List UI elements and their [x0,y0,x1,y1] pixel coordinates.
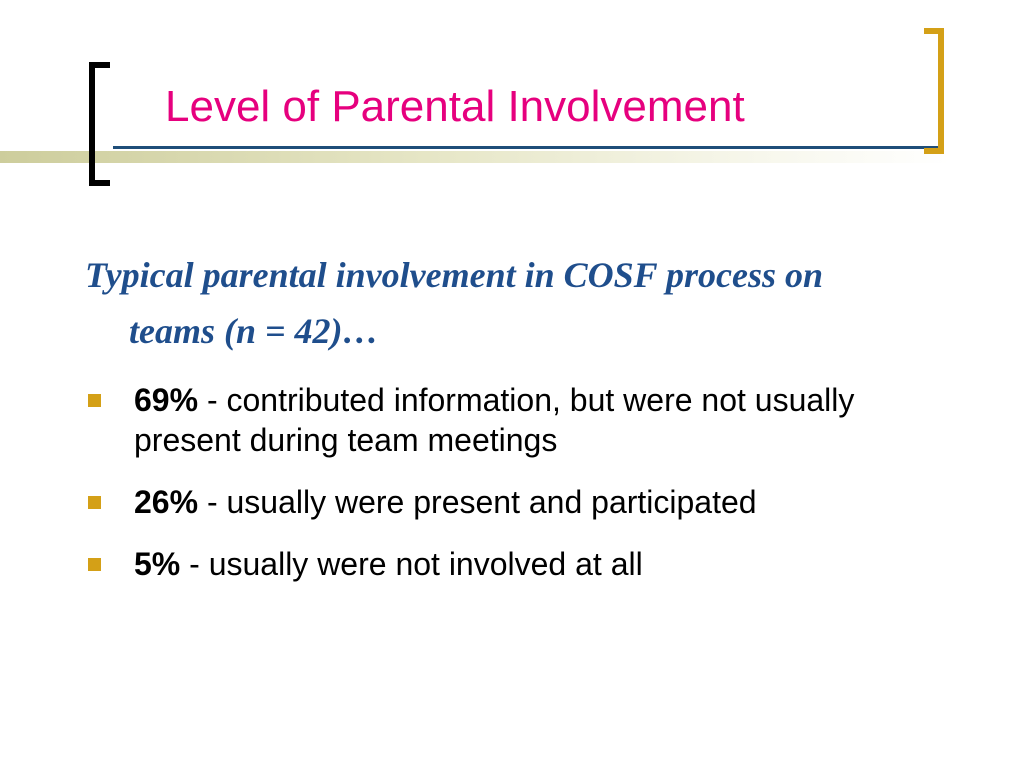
bullet-text: - usually were not involved at all [180,546,643,582]
bullet-text: - contributed information, but were not … [134,382,855,458]
bullet-item: 5% - usually were not involved at all [88,544,928,584]
decorative-stripe [0,151,950,163]
bullet-percentage: 5% [134,546,181,582]
left-bracket-decoration [89,62,110,186]
bullet-text: - usually were present and participated [198,484,757,520]
bullet-item: 26% - usually were present and participa… [88,482,928,522]
bullet-percentage: 69% [134,382,199,418]
title-underline [113,146,941,149]
square-bullet-icon [88,496,101,509]
bullet-list: 69% - contributed information, but were … [88,380,928,606]
bullet-percentage: 26% [134,484,199,520]
slide-title: Level of Parental Involvement [165,82,745,131]
square-bullet-icon [88,394,101,407]
lead-text: Typical parental involvement in COSF pro… [85,255,824,351]
square-bullet-icon [88,558,101,571]
bullet-item: 69% - contributed information, but were … [88,380,928,460]
right-bracket-decoration [924,28,944,154]
